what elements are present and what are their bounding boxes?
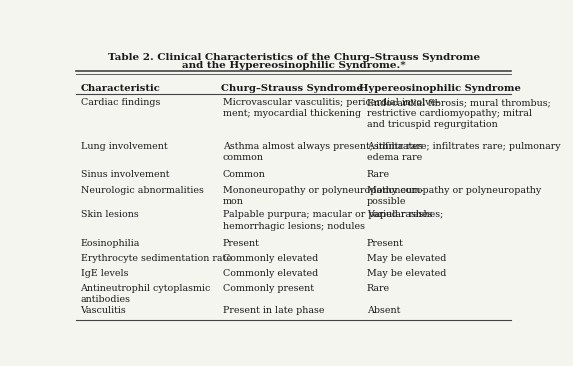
Text: Mononeuropathy or polyneuropathy com-
mon: Mononeuropathy or polyneuropathy com- mo…: [223, 186, 423, 206]
Text: Varied rashes: Varied rashes: [367, 210, 433, 220]
Text: Rare: Rare: [367, 170, 390, 179]
Text: Lung involvement: Lung involvement: [80, 142, 167, 150]
Text: Microvascular vasculitis; pericardial involve-
ment; myocardial thickening: Microvascular vasculitis; pericardial in…: [223, 98, 439, 118]
Text: Asthma rare; infiltrates rare; pulmonary
edema rare: Asthma rare; infiltrates rare; pulmonary…: [367, 142, 560, 162]
Text: Asthma almost always present; infiltrates
common: Asthma almost always present; infiltrate…: [223, 142, 422, 162]
Text: Antineutrophil cytoplasmic
antibodies: Antineutrophil cytoplasmic antibodies: [80, 284, 211, 305]
Text: Table 2. Clinical Characteristics of the Churg–Strauss Syndrome: Table 2. Clinical Characteristics of the…: [108, 53, 480, 62]
Text: and the Hypereosinophilic Syndrome.*: and the Hypereosinophilic Syndrome.*: [182, 61, 406, 70]
Text: Skin lesions: Skin lesions: [80, 210, 138, 220]
Text: Erythrocyte sedimentation rate: Erythrocyte sedimentation rate: [80, 254, 231, 263]
Text: IgE levels: IgE levels: [80, 269, 128, 278]
Text: Eosinophilia: Eosinophilia: [80, 239, 140, 248]
Text: Endocardial fibrosis; mural thrombus;
restrictive cardiomyopathy; mitral
and tri: Endocardial fibrosis; mural thrombus; re…: [367, 98, 551, 129]
Text: Present: Present: [223, 239, 260, 248]
Text: May be elevated: May be elevated: [367, 254, 446, 263]
Text: Absent: Absent: [367, 306, 401, 315]
Text: Commonly present: Commonly present: [223, 284, 313, 293]
Text: Hypereosinophilic Syndrome: Hypereosinophilic Syndrome: [359, 84, 521, 93]
Text: Sinus involvement: Sinus involvement: [80, 170, 169, 179]
Text: Characteristic: Characteristic: [80, 84, 160, 93]
Text: Commonly elevated: Commonly elevated: [223, 269, 318, 278]
Text: Cardiac findings: Cardiac findings: [80, 98, 160, 107]
Text: May be elevated: May be elevated: [367, 269, 446, 278]
Text: Vasculitis: Vasculitis: [80, 306, 126, 315]
Text: Rare: Rare: [367, 284, 390, 293]
Text: Churg–Strauss Syndrome: Churg–Strauss Syndrome: [221, 84, 362, 93]
Text: Present in late phase: Present in late phase: [223, 306, 324, 315]
Text: Mononeuropathy or polyneuropathy
possible: Mononeuropathy or polyneuropathy possibl…: [367, 186, 541, 206]
Text: Neurologic abnormalities: Neurologic abnormalities: [80, 186, 203, 195]
Text: Present: Present: [367, 239, 404, 248]
Text: Common: Common: [223, 170, 265, 179]
Text: Palpable purpura; macular or papular rashes;
hemorrhagic lesions; nodules: Palpable purpura; macular or papular ras…: [223, 210, 443, 231]
Text: Commonly elevated: Commonly elevated: [223, 254, 318, 263]
